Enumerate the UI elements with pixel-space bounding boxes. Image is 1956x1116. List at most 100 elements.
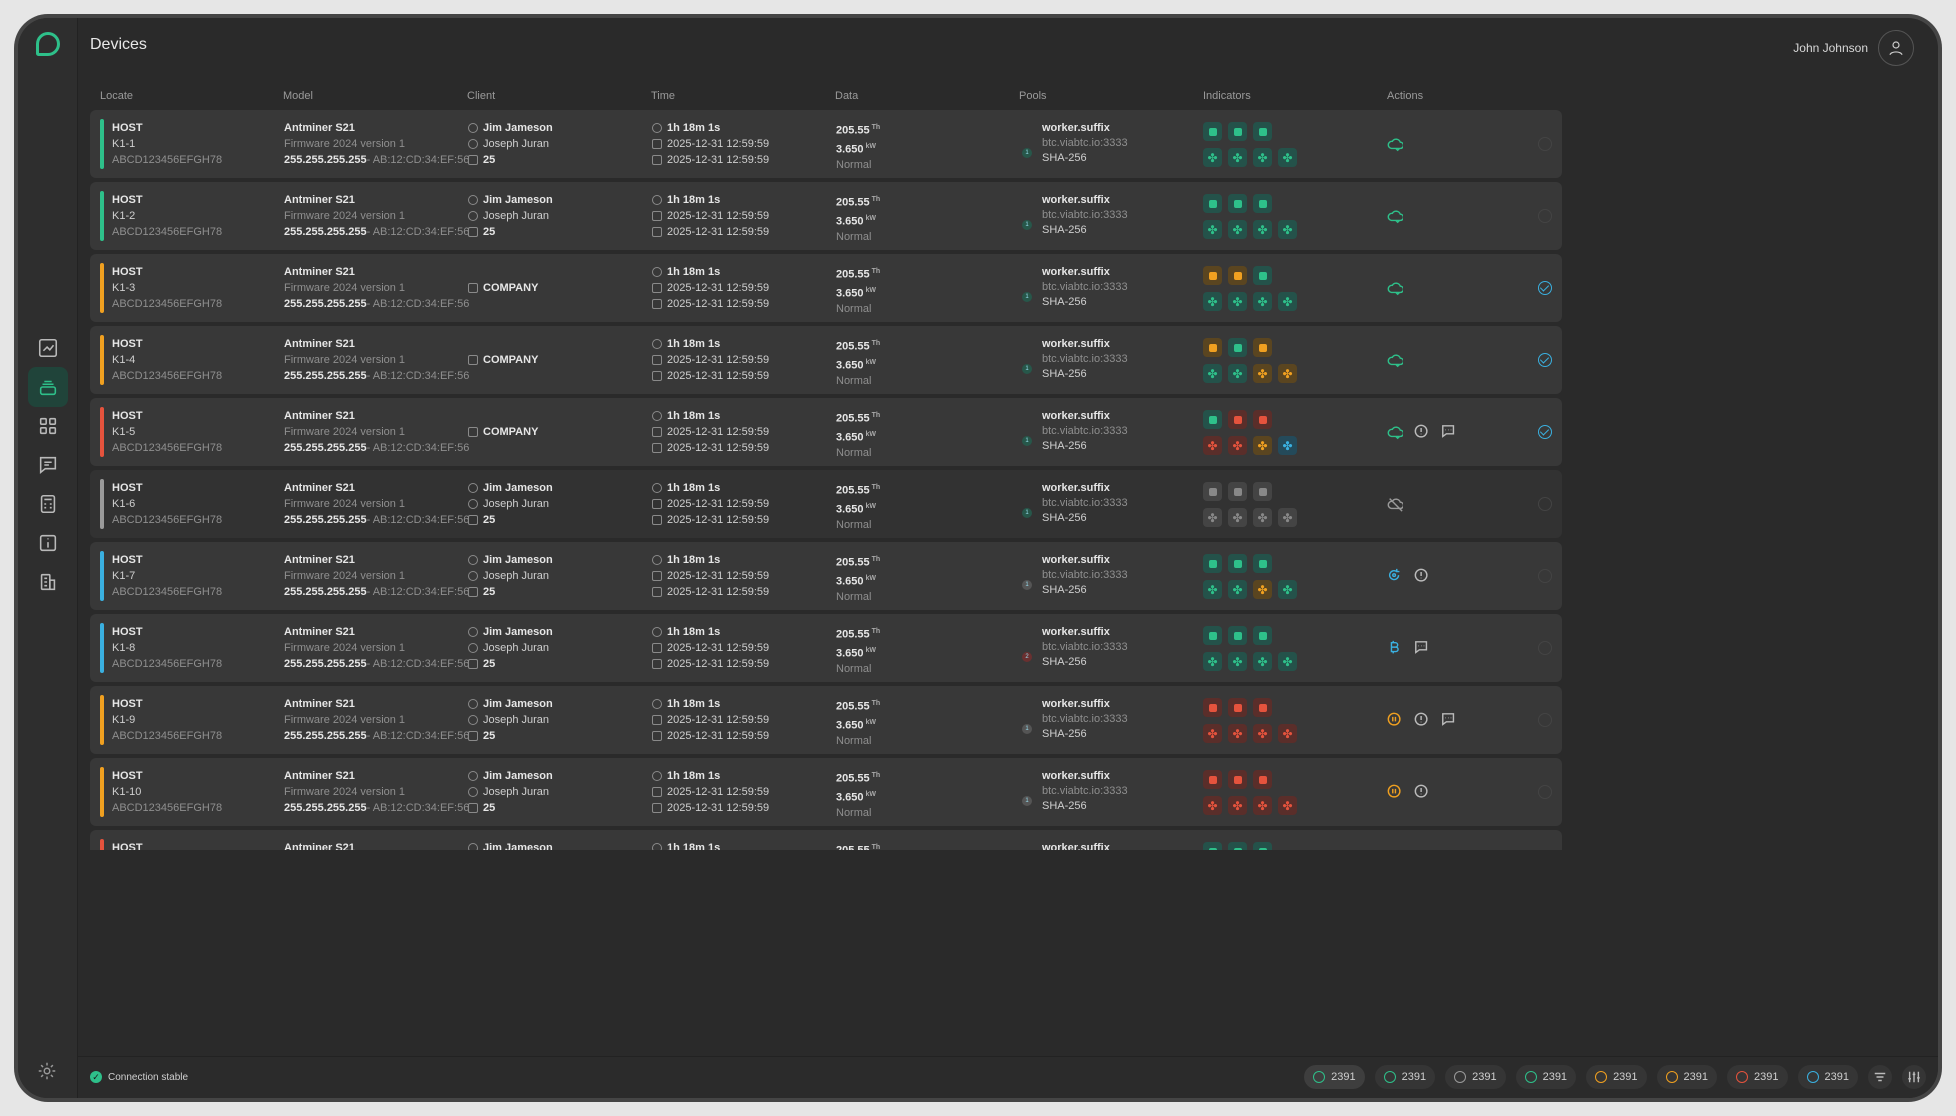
hashboard-indicator[interactable] <box>1253 266 1272 285</box>
fan-indicator[interactable]: ✤ <box>1228 364 1247 383</box>
hashboard-indicator[interactable] <box>1228 194 1247 213</box>
table-row[interactable]: HOST Antminer S21 Jim Jameson 1h 18m 1s 205.… <box>90 830 1562 850</box>
column-header-client[interactable]: Client <box>467 90 496 102</box>
client-owner[interactable]: Jim Jameson <box>468 768 553 784</box>
fan-indicator[interactable]: ✤ <box>1228 580 1247 599</box>
fan-indicator[interactable]: ✤ <box>1253 436 1272 455</box>
nav-devices[interactable] <box>28 367 68 407</box>
fan-indicator[interactable]: ✤ <box>1253 652 1272 671</box>
status-filter-warning[interactable]: 2391 <box>1656 1065 1718 1089</box>
status-filter-error[interactable]: 2391 <box>1727 1065 1788 1089</box>
hashboard-indicator[interactable] <box>1228 698 1247 717</box>
row-select-checkbox[interactable] <box>1538 641 1552 655</box>
alert-button[interactable] <box>1414 784 1430 800</box>
row-select-checkbox[interactable] <box>1538 497 1552 511</box>
fan-indicator[interactable]: ✤ <box>1253 364 1272 383</box>
status-filter-paused[interactable]: 2391 <box>1586 1065 1647 1089</box>
column-header-actions[interactable]: Actions <box>1387 90 1424 102</box>
status-filter-all[interactable]: 2391 <box>1304 1065 1365 1089</box>
hashboard-indicator[interactable] <box>1203 266 1222 285</box>
column-header-time[interactable]: Time <box>651 90 676 102</box>
hashboard-indicator[interactable] <box>1203 626 1222 645</box>
columns-settings-button[interactable] <box>1902 1065 1926 1089</box>
fan-indicator[interactable]: ✤ <box>1228 220 1247 239</box>
client-owner[interactable]: Jim Jameson <box>468 192 553 208</box>
hashboard-indicator[interactable] <box>1203 842 1222 850</box>
hashboard-indicator[interactable] <box>1228 266 1247 285</box>
fan-indicator[interactable]: ✤ <box>1228 508 1247 527</box>
client-owner[interactable]: Jim Jameson <box>468 840 553 850</box>
fan-indicator[interactable]: ✤ <box>1278 652 1297 671</box>
fan-indicator[interactable]: ✤ <box>1203 364 1222 383</box>
hashboard-indicator[interactable] <box>1253 842 1272 850</box>
fan-indicator[interactable]: ✤ <box>1203 148 1222 167</box>
fan-indicator[interactable]: ✤ <box>1278 292 1297 311</box>
bitcoin-button[interactable] <box>1387 640 1403 656</box>
fan-indicator[interactable]: ✤ <box>1278 724 1297 743</box>
cloud-button[interactable] <box>1387 424 1403 440</box>
row-select-checkbox[interactable] <box>1538 785 1552 799</box>
nav-dashboard[interactable] <box>28 406 68 446</box>
table-row[interactable]: HOST K1-2 ABCD123456EFGH78 Antminer S21 Firm… <box>90 182 1562 250</box>
pause-button[interactable] <box>1387 712 1403 728</box>
status-filter-sync[interactable]: 2391 <box>1797 1065 1858 1089</box>
user-menu[interactable]: John Johnson <box>1793 30 1914 66</box>
hashboard-indicator[interactable] <box>1228 482 1247 501</box>
comment-button[interactable] <box>1441 424 1457 440</box>
nav-messages[interactable] <box>28 445 68 485</box>
alert-button[interactable] <box>1414 712 1430 728</box>
status-filter-ok[interactable]: 2391 <box>1515 1065 1577 1089</box>
row-select-checkbox[interactable] <box>1538 569 1552 583</box>
table-row[interactable]: HOST K1-1 ABCD123456EFGH78 Antminer S21 Firm… <box>90 110 1562 178</box>
client-company[interactable]: COMPANY <box>468 352 538 368</box>
fan-indicator[interactable]: ✤ <box>1203 652 1222 671</box>
table-row[interactable]: HOST K1-4 ABCD123456EFGH78 Antminer S21 Firm… <box>90 326 1562 394</box>
table-row[interactable]: HOST K1-7 ABCD123456EFGH78 Antminer S21 Firm… <box>90 542 1562 610</box>
client-company[interactable]: COMPANY <box>468 280 538 296</box>
client-owner[interactable]: Jim Jameson <box>468 624 553 640</box>
cloud-off-button[interactable] <box>1387 496 1403 512</box>
row-select-checkbox[interactable] <box>1538 353 1552 367</box>
cloud-button[interactable] <box>1387 352 1403 368</box>
hashboard-indicator[interactable] <box>1253 698 1272 717</box>
column-header-locate[interactable]: Locate <box>100 90 134 102</box>
hashboard-indicator[interactable] <box>1253 122 1272 141</box>
client-owner[interactable]: Jim Jameson <box>468 120 553 136</box>
hashboard-indicator[interactable] <box>1228 122 1247 141</box>
filter-button[interactable] <box>1868 1065 1892 1089</box>
client-owner[interactable]: Jim Jameson <box>468 696 553 712</box>
fan-indicator[interactable]: ✤ <box>1228 724 1247 743</box>
comment-button[interactable] <box>1414 640 1430 656</box>
client-company[interactable]: COMPANY <box>468 424 538 440</box>
avatar[interactable] <box>1878 30 1914 66</box>
hashboard-indicator[interactable] <box>1203 338 1222 357</box>
fan-indicator[interactable]: ✤ <box>1253 580 1272 599</box>
fan-indicator[interactable]: ✤ <box>1278 220 1297 239</box>
hashboard-indicator[interactable] <box>1228 842 1247 850</box>
fan-indicator[interactable]: ✤ <box>1253 508 1272 527</box>
hashboard-indicator[interactable] <box>1228 410 1247 429</box>
fan-indicator[interactable]: ✤ <box>1278 364 1297 383</box>
refresh-button[interactable] <box>1387 568 1403 584</box>
cloud-button[interactable] <box>1387 208 1403 224</box>
fan-indicator[interactable]: ✤ <box>1203 508 1222 527</box>
fan-indicator[interactable]: ✤ <box>1278 796 1297 815</box>
fan-indicator[interactable]: ✤ <box>1203 220 1222 239</box>
fan-indicator[interactable]: ✤ <box>1278 508 1297 527</box>
fan-indicator[interactable]: ✤ <box>1203 292 1222 311</box>
hashboard-indicator[interactable] <box>1228 554 1247 573</box>
cloud-button[interactable] <box>1387 280 1403 296</box>
nav-calculator[interactable] <box>28 484 68 524</box>
fan-indicator[interactable]: ✤ <box>1228 796 1247 815</box>
fan-indicator[interactable]: ✤ <box>1253 292 1272 311</box>
hashboard-indicator[interactable] <box>1253 338 1272 357</box>
hashboard-indicator[interactable] <box>1253 194 1272 213</box>
client-owner[interactable]: Jim Jameson <box>468 552 553 568</box>
fan-indicator[interactable]: ✤ <box>1278 436 1297 455</box>
table-row[interactable]: HOST K1-5 ABCD123456EFGH78 Antminer S21 Firm… <box>90 398 1562 466</box>
hashboard-indicator[interactable] <box>1228 338 1247 357</box>
fan-indicator[interactable]: ✤ <box>1203 724 1222 743</box>
settings-button[interactable] <box>36 1060 60 1084</box>
fan-indicator[interactable]: ✤ <box>1253 148 1272 167</box>
hashboard-indicator[interactable] <box>1228 626 1247 645</box>
